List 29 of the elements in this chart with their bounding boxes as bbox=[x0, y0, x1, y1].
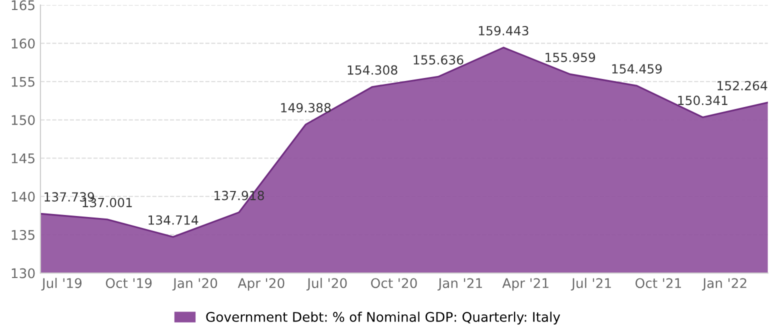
y-tick-label: 145 bbox=[12, 154, 34, 164]
y-tick-label: 165 bbox=[12, 0, 34, 10]
data-label: 159.443 bbox=[478, 26, 528, 36]
data-label: 155.636 bbox=[414, 55, 464, 65]
y-tick-label: 150 bbox=[12, 115, 35, 126]
data-label: 154.459 bbox=[612, 64, 662, 74]
y-tick-label: 140 bbox=[12, 192, 35, 202]
x-tick-label: Jan '22 bbox=[702, 278, 746, 291]
x-tick-label: Jul '20 bbox=[306, 278, 347, 291]
data-label: 149.388 bbox=[281, 102, 331, 112]
x-tick-label: Jan '20 bbox=[172, 278, 218, 291]
y-tick-label: 155 bbox=[12, 76, 34, 87]
data-label: 155.959 bbox=[546, 52, 596, 62]
x-tick-label: Jul '21 bbox=[570, 278, 611, 291]
data-label: 134.714 bbox=[148, 215, 198, 225]
y-tick-label: 160 bbox=[12, 38, 35, 49]
x-tick-label: Apr '21 bbox=[502, 278, 548, 291]
x-tick-label: Jan '21 bbox=[438, 278, 482, 291]
x-tick-label: Apr '20 bbox=[238, 278, 284, 291]
legend-label: Government Debt: % of Nominal GDP: Quarterly: Italy bbox=[206, 312, 560, 324]
x-tick-label: Jul '19 bbox=[41, 278, 82, 291]
x-tick-label: Oct '21 bbox=[636, 278, 681, 288]
data-label: 150.341 bbox=[678, 96, 728, 106]
data-label: 152.264 bbox=[718, 80, 768, 90]
x-tick-label: Oct '20 bbox=[371, 278, 417, 288]
x-tick-label: Oct '19 bbox=[106, 278, 152, 288]
data-label: 154.308 bbox=[348, 65, 398, 75]
y-tick-label: 135 bbox=[12, 230, 34, 240]
y-tick-label: 130 bbox=[12, 268, 35, 278]
